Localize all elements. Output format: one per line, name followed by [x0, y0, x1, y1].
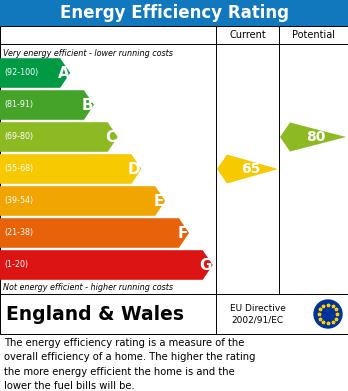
- Text: Potential: Potential: [292, 30, 335, 40]
- Text: England & Wales: England & Wales: [6, 305, 184, 323]
- Polygon shape: [280, 122, 346, 151]
- Polygon shape: [0, 122, 118, 152]
- Bar: [0, 0, 348, 26]
- Text: B: B: [81, 97, 93, 113]
- Polygon shape: [0, 154, 142, 184]
- Bar: [0, 26, 348, 294]
- Text: F: F: [177, 226, 188, 240]
- Text: 65: 65: [241, 162, 260, 176]
- Text: E: E: [154, 194, 164, 208]
- Text: G: G: [199, 258, 212, 273]
- Polygon shape: [0, 90, 94, 120]
- Text: Current: Current: [229, 30, 266, 40]
- Text: (21-38): (21-38): [4, 228, 33, 237]
- Text: (55-68): (55-68): [4, 165, 33, 174]
- Text: The energy efficiency rating is a measure of the
overall efficiency of a home. T: The energy efficiency rating is a measur…: [4, 338, 255, 391]
- Text: D: D: [128, 161, 141, 176]
- Text: (92-100): (92-100): [4, 68, 38, 77]
- Text: Very energy efficient - lower running costs: Very energy efficient - lower running co…: [3, 48, 173, 57]
- Text: 80: 80: [306, 130, 326, 144]
- Text: EU Directive
2002/91/EC: EU Directive 2002/91/EC: [230, 303, 285, 325]
- Text: Energy Efficiency Rating: Energy Efficiency Rating: [60, 4, 288, 22]
- Text: (39-54): (39-54): [4, 197, 33, 206]
- Polygon shape: [0, 218, 189, 248]
- Text: (1-20): (1-20): [4, 260, 28, 269]
- Polygon shape: [0, 186, 165, 216]
- Text: A: A: [57, 66, 69, 81]
- Text: (69-80): (69-80): [4, 133, 33, 142]
- Text: C: C: [105, 129, 117, 145]
- Polygon shape: [217, 154, 278, 183]
- Circle shape: [314, 300, 342, 328]
- Text: Not energy efficient - higher running costs: Not energy efficient - higher running co…: [3, 283, 173, 292]
- Polygon shape: [0, 58, 70, 88]
- Polygon shape: [0, 250, 213, 280]
- Bar: [0, 294, 348, 334]
- Text: (81-91): (81-91): [4, 100, 33, 109]
